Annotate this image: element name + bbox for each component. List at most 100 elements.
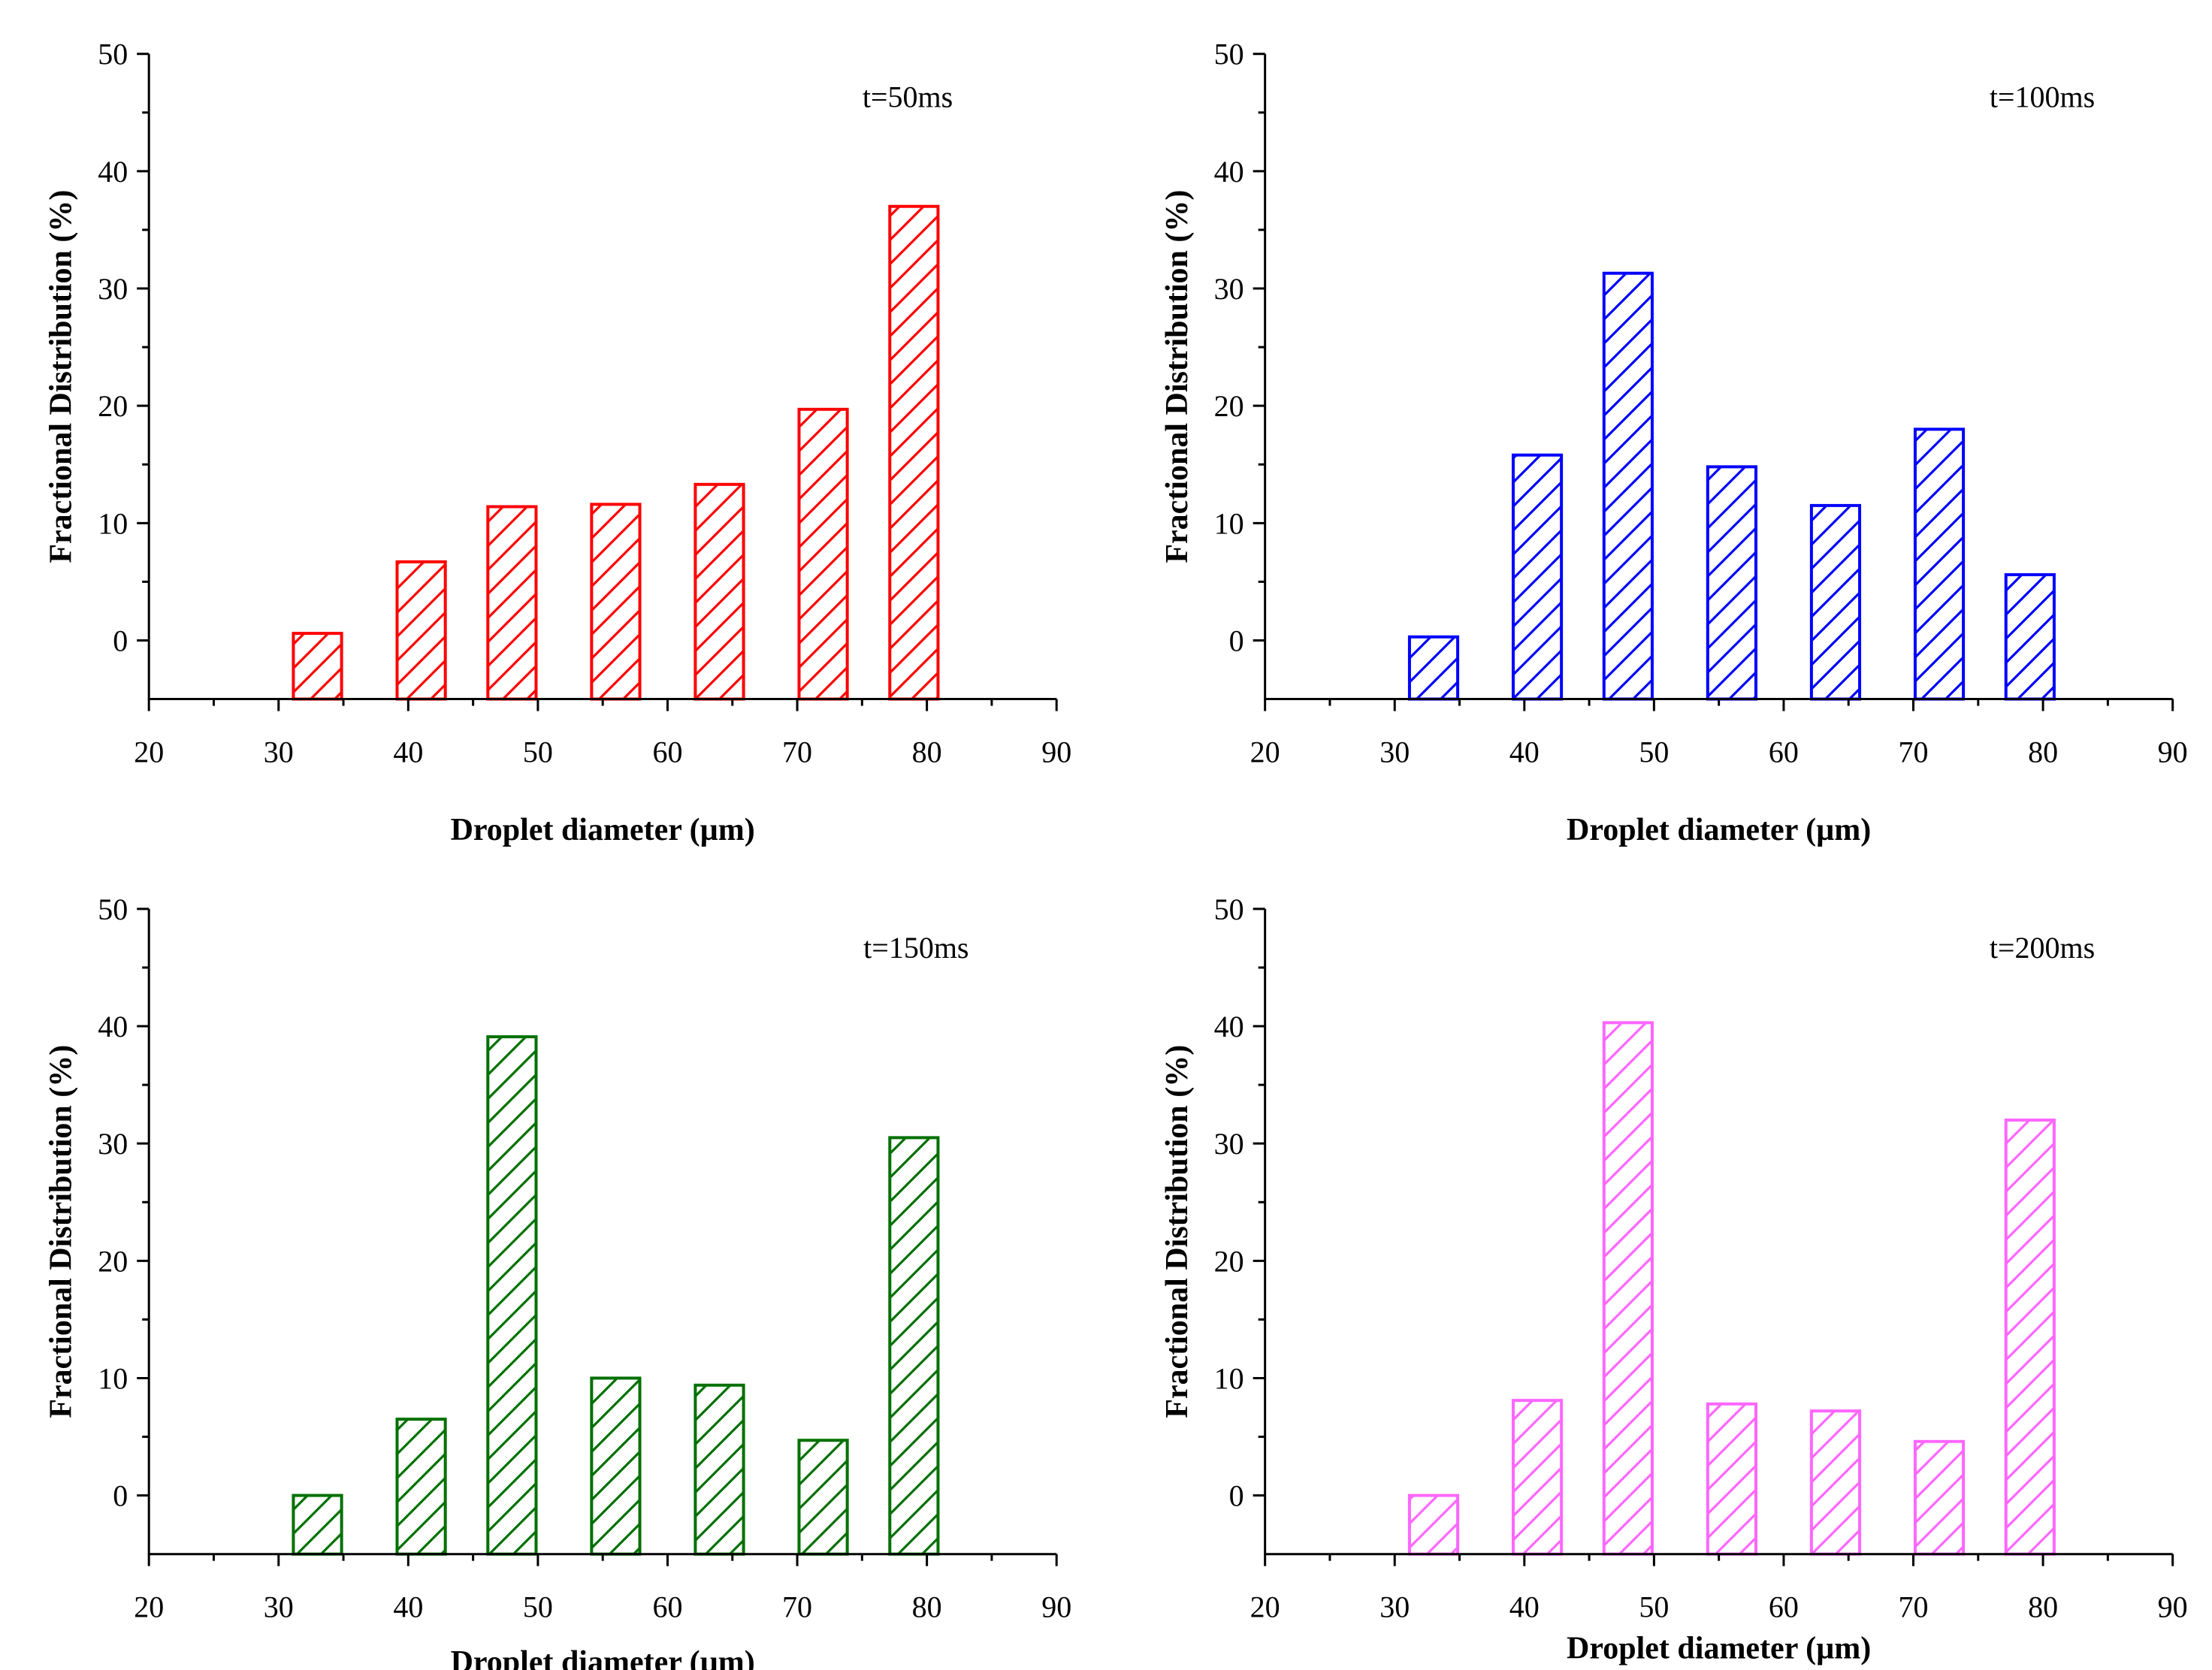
y-axis-title: Fractional Distribution (%) xyxy=(1160,190,1195,563)
bar-6 xyxy=(797,407,849,701)
chart-panel-2: 0 10 20 30 40 50 20 30 40 50 60 70 80 90 Droplet diame… xyxy=(1160,38,2188,847)
x-tick-label: 40 xyxy=(1509,1590,1540,1624)
x-tick-label: 40 xyxy=(393,1590,423,1624)
x-tick-label: 60 xyxy=(652,1590,682,1624)
y-axis-title: Fractional Distribution (%) xyxy=(1160,1045,1195,1418)
x-tick-label: 50 xyxy=(1639,735,1669,769)
x-tick-label: 80 xyxy=(2028,1590,2058,1624)
x-tick-label: 40 xyxy=(1509,735,1540,769)
y-tick-label: 40 xyxy=(1214,155,1244,189)
x-axis-title: Droplet diameter (µm) xyxy=(451,813,755,847)
bar-3 xyxy=(486,1035,538,1556)
bar-5 xyxy=(694,1383,745,1556)
x-tick-label: 50 xyxy=(523,735,553,769)
x-tick-label: 60 xyxy=(652,735,682,769)
time-annotation: t=50ms xyxy=(863,80,953,113)
bar-4 xyxy=(1706,465,1757,701)
y-tick-label: 40 xyxy=(98,155,128,189)
y-axis-title: Fractional Distribution (%) xyxy=(44,1045,79,1418)
x-axis-title: Droplet diameter (µm) xyxy=(1567,813,1871,847)
y-tick-label: 20 xyxy=(1214,1244,1244,1278)
y-tick-label: 40 xyxy=(1214,1010,1244,1043)
x-tick-label: 80 xyxy=(912,1590,942,1624)
axis-frame xyxy=(147,53,1057,701)
x-tick-label: 20 xyxy=(134,735,164,769)
y-tick-label: 0 xyxy=(113,624,128,657)
y-tick-label: 30 xyxy=(1214,272,1244,306)
bar-2 xyxy=(1511,1399,1564,1556)
bar-3 xyxy=(1602,1021,1654,1556)
bar-7 xyxy=(2004,1118,2056,1556)
bar-6 xyxy=(797,1439,849,1556)
y-tick-label: 30 xyxy=(98,1127,128,1161)
bar-4 xyxy=(1706,1402,1757,1556)
x-tick-label: 40 xyxy=(393,735,423,769)
bar-3 xyxy=(486,505,538,701)
chart-panel-4: 0 10 20 30 40 50 20 30 40 50 60 70 80 90 Droplet diame… xyxy=(1160,892,2188,1665)
x-tick-label: 90 xyxy=(1041,1590,1071,1624)
y-tick-label: 30 xyxy=(98,272,128,306)
y-tick-label: 50 xyxy=(1214,892,1244,926)
y-tick-label: 50 xyxy=(1214,38,1244,71)
x-tick-label: 50 xyxy=(523,1590,553,1624)
x-tick-label: 60 xyxy=(1769,1590,1799,1624)
bar-7 xyxy=(888,204,940,701)
y-tick-label: 10 xyxy=(98,506,128,540)
bar-5 xyxy=(694,482,745,701)
bar-1 xyxy=(292,632,343,701)
bar-4 xyxy=(590,503,642,701)
time-annotation: t=200ms xyxy=(1990,931,2095,965)
y-tick-label: 10 xyxy=(1214,1361,1244,1395)
x-tick-label: 70 xyxy=(782,1590,812,1624)
x-tick-label: 30 xyxy=(264,1590,294,1624)
chart-panel-1: 0 10 20 30 40 50 20 30 40 50 60 70 80 90 Droplet diame… xyxy=(44,38,1072,847)
y-tick-label: 0 xyxy=(113,1479,128,1513)
bar-2 xyxy=(1511,453,1564,701)
y-tick-label: 10 xyxy=(1214,506,1244,540)
bar-4 xyxy=(590,1376,642,1556)
x-tick-label: 80 xyxy=(2028,735,2058,769)
bar-5 xyxy=(1809,503,1862,701)
x-tick-label: 90 xyxy=(1041,735,1071,769)
x-axis-title: Droplet diameter (µm) xyxy=(1567,1631,1871,1665)
x-axis-title: Droplet diameter (µm) xyxy=(451,1645,755,1670)
y-tick-label: 20 xyxy=(98,389,128,423)
bar-6 xyxy=(1913,1439,1966,1556)
bar-3 xyxy=(1602,271,1654,701)
x-tick-label: 60 xyxy=(1769,735,1799,769)
y-tick-label: 0 xyxy=(1229,624,1244,657)
x-tick-label: 50 xyxy=(1639,1590,1669,1624)
axis-frame xyxy=(1264,53,2173,701)
x-tick-label: 30 xyxy=(264,735,294,769)
x-tick-label: 20 xyxy=(1250,1590,1280,1624)
x-tick-label: 20 xyxy=(1250,735,1280,769)
x-tick-label: 70 xyxy=(1899,735,1929,769)
x-tick-label: 90 xyxy=(2158,1590,2188,1624)
bar-1 xyxy=(1407,1493,1460,1556)
x-tick-label: 70 xyxy=(782,735,812,769)
y-tick-label: 50 xyxy=(98,38,128,71)
time-annotation: t=100ms xyxy=(1990,80,2095,113)
x-tick-label: 30 xyxy=(1379,735,1410,769)
y-tick-label: 0 xyxy=(1229,1479,1244,1513)
y-tick-label: 20 xyxy=(98,1244,128,1278)
chart-panel-3: 0 10 20 30 40 50 20 30 40 50 60 70 80 90 Droplet diame… xyxy=(44,892,1072,1670)
y-tick-label: 50 xyxy=(98,892,128,926)
bar-6 xyxy=(1913,427,1966,701)
y-tick-label: 20 xyxy=(1214,389,1244,423)
bar-5 xyxy=(1809,1409,1862,1556)
x-tick-label: 90 xyxy=(2158,735,2188,769)
bar-1 xyxy=(1407,635,1460,701)
x-tick-label: 70 xyxy=(1899,1590,1929,1624)
x-tick-label: 20 xyxy=(134,1590,164,1624)
bar-7 xyxy=(888,1136,940,1556)
x-tick-label: 30 xyxy=(1379,1590,1410,1624)
y-axis-title: Fractional Distribution (%) xyxy=(44,190,79,563)
y-tick-label: 10 xyxy=(98,1361,128,1395)
bar-2 xyxy=(395,560,447,701)
bar-2 xyxy=(395,1418,447,1556)
y-tick-label: 40 xyxy=(98,1010,128,1043)
bar-1 xyxy=(292,1493,343,1556)
bar-7 xyxy=(2004,573,2056,701)
